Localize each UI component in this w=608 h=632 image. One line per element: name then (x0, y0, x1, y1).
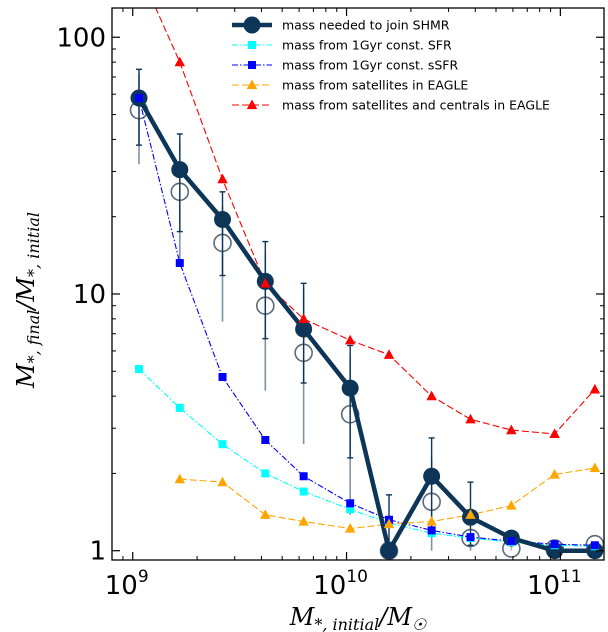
satellites-marker (383, 518, 395, 529)
legend-entry-ssfr: mass from 1Gyr const. sSFR (232, 58, 458, 73)
centrals-marker (506, 424, 517, 435)
ssfr-marker (590, 541, 599, 550)
ssfr-marker (175, 259, 184, 268)
legend-label: mass from satellites in EAGLE (282, 78, 468, 93)
ssfr-marker (135, 93, 144, 102)
sfr-marker (218, 440, 227, 449)
x-tick-label: 1011 (527, 567, 582, 601)
legend-entry-centrals: mass from satellites and centrals in EAG… (232, 98, 550, 113)
ssfr-marker (550, 540, 559, 549)
centrals-line (155, 8, 596, 435)
sfr-marker (346, 505, 355, 514)
satellites-marker (549, 469, 560, 479)
ssfr-marker (299, 472, 308, 481)
satellites-marker (298, 515, 309, 526)
plot-frame (111, 7, 605, 561)
shmr-marker (586, 542, 604, 560)
shmr-marker (546, 542, 564, 560)
ssfr-marker (261, 435, 270, 444)
sfr-marker (135, 365, 144, 374)
centrals-marker (298, 313, 309, 323)
legend-swatch-marker (243, 16, 261, 34)
y-tick-label: 10 (73, 280, 106, 310)
shmr-marker (341, 379, 359, 397)
x-axis-title: M*, initial/M☉ (289, 603, 427, 632)
sfr-marker (175, 403, 184, 412)
satellites-marker (344, 523, 356, 533)
series-layer (129, 8, 604, 560)
centrals-marker (344, 334, 356, 345)
ssfr-marker (507, 537, 516, 546)
shmr-marker (380, 542, 398, 560)
centrals-marker (549, 428, 560, 439)
shmr-marker (214, 211, 232, 229)
y-axis-title: M*, final/M*, initial (12, 212, 43, 389)
x-tick-label: 109 (105, 567, 149, 601)
centrals-marker (260, 277, 271, 288)
satellites-marker (174, 473, 186, 484)
y-tick-label: 1 (89, 537, 106, 567)
legend-entry-shmr: mass needed to join SHMR (232, 16, 450, 34)
sfr-marker (261, 469, 270, 478)
legend-label: mass from 1Gyr const. SFR (282, 38, 452, 53)
legend-label: mass from satellites and centrals in EAG… (282, 98, 550, 113)
legend-swatch-marker (248, 41, 256, 49)
legend-swatch-marker (248, 61, 256, 69)
ssfr-marker (427, 526, 436, 535)
plot-area (129, 8, 604, 560)
legend-swatch-marker (246, 79, 258, 90)
shmr-marker (423, 467, 441, 485)
sfr-line (138, 368, 595, 547)
legend-label: mass needed to join SHMR (282, 18, 450, 33)
satellites-marker (465, 509, 476, 519)
centrals-marker (465, 413, 476, 424)
shmr-line (137, 96, 595, 553)
ssfr-marker (466, 533, 475, 542)
shmr-marker (295, 320, 313, 338)
legend-entry-sfr: mass from 1Gyr const. SFR (232, 38, 452, 53)
centrals-marker (383, 349, 395, 359)
centrals-marker (426, 390, 437, 401)
satellites-marker (426, 515, 437, 526)
legend: mass needed to join SHMR mass from 1Gyr c… (232, 16, 550, 113)
centrals-marker (174, 56, 186, 67)
legend-entry-satellites: mass from satellites in EAGLE (232, 78, 468, 93)
satellites-marker (260, 509, 271, 519)
centrals-marker (217, 173, 228, 184)
centrals-marker (589, 383, 601, 394)
satellites-marker (506, 499, 517, 510)
satellites-marker (589, 462, 601, 473)
y-tick-label: 100 (56, 23, 106, 53)
sfr-marker (299, 487, 308, 496)
ssfr-marker (346, 499, 355, 508)
ticks-layer: 109 1010 1011 1 10 100 (56, 8, 604, 601)
legend-label: mass from 1Gyr const. sSFR (282, 58, 458, 73)
ssfr-line (138, 97, 595, 546)
legend-swatch-marker (246, 99, 258, 110)
satellites-marker (217, 476, 228, 487)
shmr-marker (171, 161, 189, 179)
x-tick-label: 1010 (313, 567, 368, 601)
ssfr-marker (218, 372, 227, 381)
